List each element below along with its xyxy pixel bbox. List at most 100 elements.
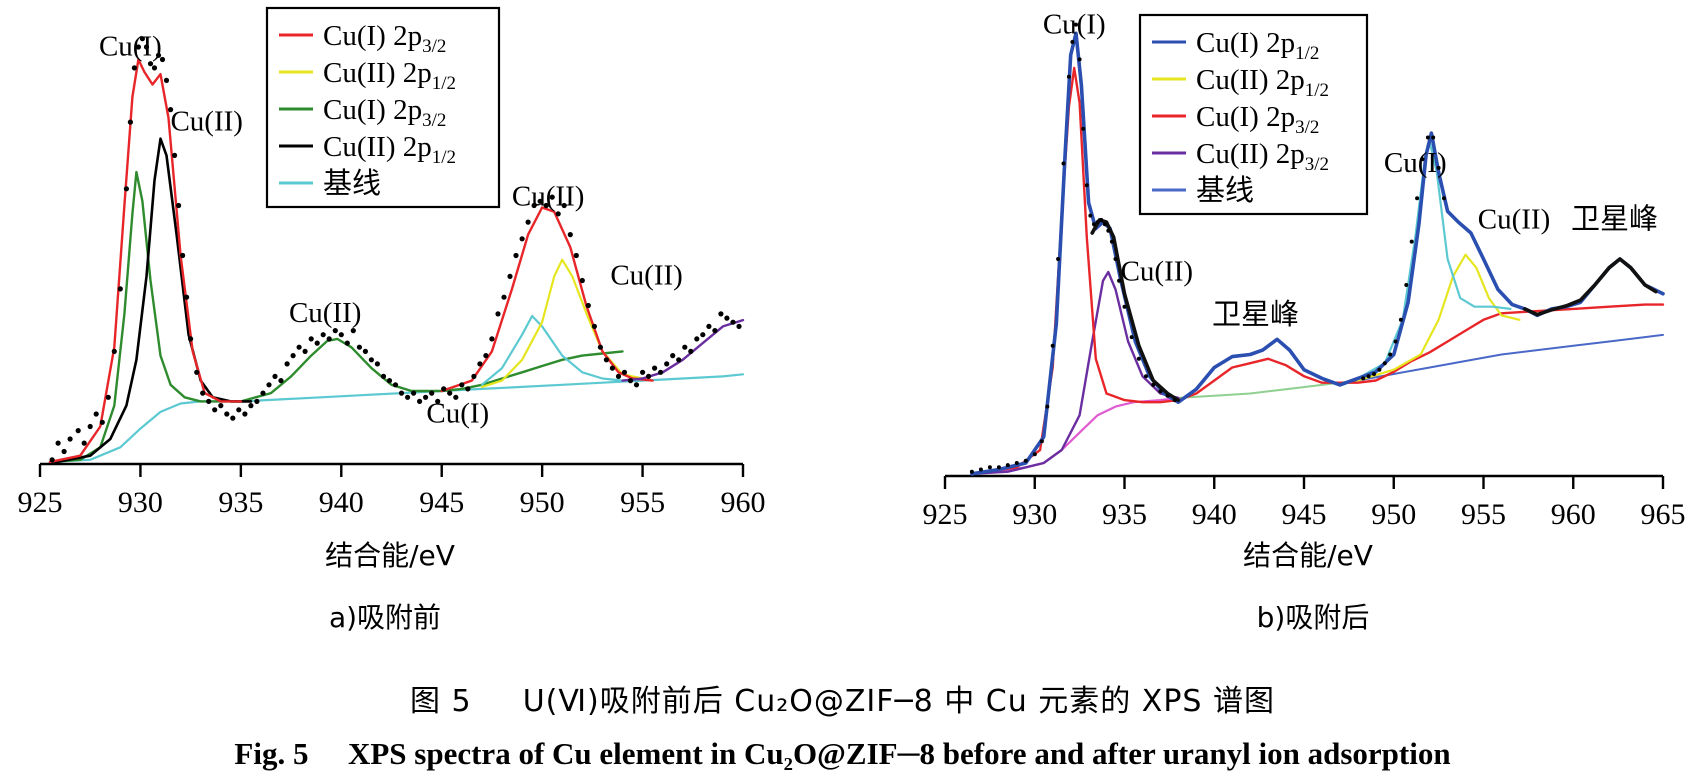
data-point (151, 65, 158, 71)
data-point (1102, 222, 1107, 227)
data-point (652, 365, 658, 371)
data-point (465, 386, 471, 392)
data-point (338, 332, 344, 338)
data-point (230, 415, 236, 421)
data-point (131, 65, 137, 71)
legend-label-text: Cu(I) 2p (1196, 27, 1295, 59)
data-point (272, 373, 278, 379)
legend-label: Cu(I) 2p3/2 (1196, 101, 1319, 138)
data-point (1050, 343, 1055, 348)
data-point (694, 336, 700, 342)
peak-label: Cu(I) (99, 30, 162, 62)
data-point (61, 448, 67, 455)
data-point (314, 340, 320, 346)
data-point (93, 411, 99, 417)
legend-label: Cu(II) 2p1/2 (323, 131, 456, 168)
series-line (1356, 253, 1521, 382)
figure-caption-english: Fig. 5 XPS spectra of Cu element in Cu₂O… (0, 736, 1685, 772)
data-point (664, 361, 670, 367)
data-point (1388, 352, 1393, 357)
data-point (386, 378, 393, 384)
data-point (296, 344, 302, 350)
data-point (1425, 135, 1430, 140)
figure-caption-chinese: 图 5 U(Ⅵ)吸附前后 Cu₂O@ZIF─8 中 Cu 元素的 XPS 谱图 (0, 676, 1685, 720)
data-point (290, 353, 296, 359)
data-point (49, 457, 55, 463)
data-point (135, 44, 141, 50)
data-point (531, 202, 537, 209)
data-point (254, 398, 260, 404)
data-point (423, 394, 429, 400)
data-point (266, 382, 272, 388)
peak-label: 卫星峰 (1571, 203, 1658, 236)
figure-number-en: Fig. 5 (234, 736, 309, 771)
data-point (139, 36, 145, 42)
x-axis-label: 结合能/eV (325, 539, 455, 572)
legend-label-subscript: 1/2 (432, 147, 456, 168)
legend-label-subscript: 3/2 (1305, 154, 1329, 175)
data-point (67, 436, 73, 442)
data-point (1136, 356, 1141, 361)
data-point (1099, 217, 1104, 222)
chart-panel-a: 925 930 935 940 945 950 955 960 结合能/eV Cu(I) Cu(II… (18, 6, 766, 572)
data-point (1061, 161, 1066, 166)
data-point (1005, 463, 1010, 468)
data-point (224, 411, 230, 417)
data-point (117, 286, 123, 292)
legend-label: Cu(II) 2p1/2 (1196, 64, 1329, 101)
data-point (1122, 304, 1127, 309)
data-point (513, 252, 519, 259)
panel-b-caption: b)吸附后 (1256, 601, 1370, 634)
data-point (627, 378, 634, 384)
legend-label-text: Cu(I) 2p (1196, 101, 1295, 133)
series-line (621, 318, 745, 382)
data-point (1088, 213, 1093, 218)
data-point (1415, 196, 1420, 201)
peak-label: Cu(II) (1478, 204, 1550, 236)
data-point (585, 302, 591, 309)
data-point (670, 353, 676, 359)
data-point (188, 336, 194, 342)
peak-label: Cu(I) (426, 397, 489, 429)
figure-title-en: XPS spectra of Cu element in Cu₂O@ZIF─8 … (347, 736, 1451, 771)
x-tick-label: 950 (520, 486, 565, 519)
data-point (1023, 458, 1028, 463)
data-point (621, 369, 628, 375)
data-point (332, 328, 338, 334)
chart-panel-b: 925 930 935 940 945 950 955 960 965 结合能/eV Cu(I) Cu… (923, 8, 1685, 572)
data-point (172, 152, 178, 158)
legend-label-text: 基线 (1196, 174, 1254, 207)
series-line (970, 66, 1665, 475)
legend-label-text: Cu(I) 2p (323, 20, 422, 52)
data-point (1109, 239, 1114, 244)
data-point (507, 273, 513, 279)
xps-charts: 925 930 935 940 945 950 955 960 结合能/eV Cu(I) Cu(II… (18, 6, 1685, 572)
data-point (1372, 372, 1376, 376)
data-point (127, 119, 133, 125)
legend-label: 基线 (323, 167, 381, 200)
data-point (633, 382, 640, 388)
data-point (206, 398, 212, 404)
data-point (640, 369, 646, 375)
legend-label-subscript: 3/2 (422, 110, 446, 131)
peak-label: 卫星峰 (1212, 298, 1299, 331)
series-line (970, 270, 1180, 475)
x-tick-label: 940 (1192, 498, 1237, 531)
data-point (1056, 257, 1061, 261)
data-point (682, 344, 688, 350)
data-point (1158, 389, 1163, 394)
x-tick-label: 940 (319, 486, 364, 519)
data-point (525, 219, 531, 225)
data-point (1045, 404, 1050, 409)
data-point (477, 361, 483, 367)
data-point (143, 44, 150, 50)
data-point (123, 186, 129, 192)
data-point (1077, 57, 1082, 62)
data-point (1081, 126, 1086, 131)
legend-label-subscript: 1/2 (1295, 43, 1319, 64)
peak-label: Cu(II) (289, 297, 361, 329)
series-line (480, 314, 624, 386)
peak-label: Cu(II) (512, 180, 584, 212)
legend-label-text: 基线 (323, 167, 381, 200)
data-point (356, 344, 362, 350)
